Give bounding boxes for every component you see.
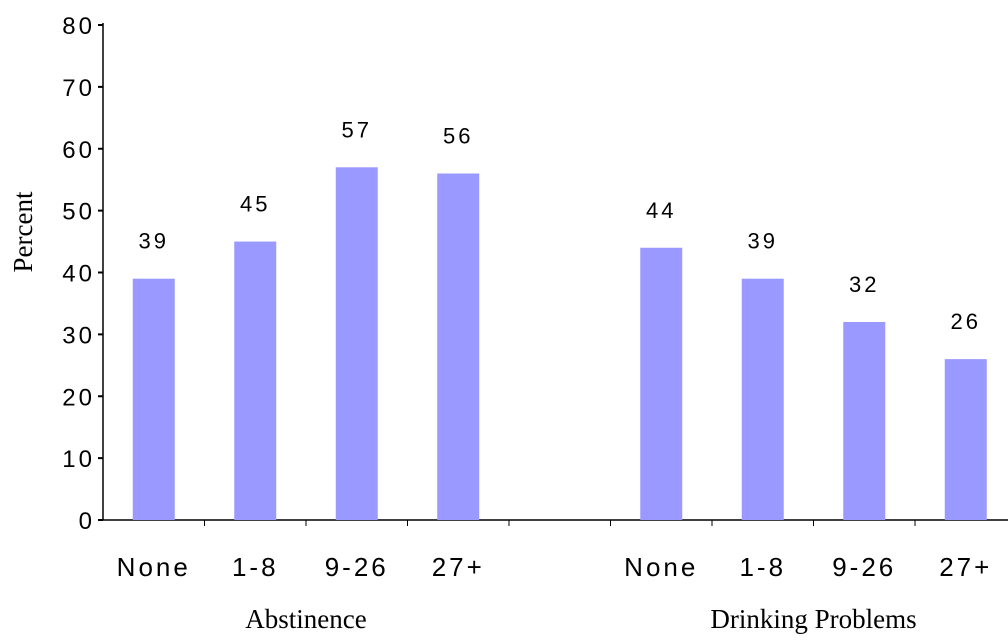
x-category-label: 1-8: [739, 552, 786, 582]
bar-data-label: 32: [849, 272, 879, 297]
bar-data-label: 44: [646, 198, 676, 223]
y-tick-label: 50: [62, 199, 95, 226]
bar: [132, 278, 175, 520]
bar: [741, 278, 784, 520]
x-category-label: 1-8: [232, 552, 279, 582]
y-tick-label: 80: [62, 13, 95, 40]
bar-data-label: 56: [443, 124, 473, 149]
bar: [335, 167, 378, 520]
x-group-label: Drinking Problems: [710, 604, 916, 634]
y-tick-label: 20: [62, 384, 95, 411]
y-tick-label: 30: [62, 322, 95, 349]
bar-data-label: 57: [342, 117, 372, 142]
y-tick-label: 40: [62, 261, 95, 288]
x-category-label: 9-26: [832, 552, 896, 582]
y-tick-label: 70: [62, 75, 95, 102]
bar-data-label: 26: [951, 309, 981, 334]
x-category-label: 9-26: [325, 552, 389, 582]
bar: [843, 322, 886, 520]
x-category-label: 27+: [432, 552, 485, 582]
x-category-label: 27+: [939, 552, 992, 582]
bar: [234, 241, 277, 520]
bar: [437, 173, 480, 520]
bar-data-label: 39: [748, 229, 778, 254]
y-tick-label: 0: [79, 508, 95, 535]
x-group-label: Abstinence: [245, 604, 366, 634]
bar: [640, 247, 683, 520]
x-category-label: None: [117, 552, 191, 582]
y-axis-title: Percent: [8, 191, 38, 272]
bar-data-label: 39: [139, 229, 169, 254]
text-layer: 0 10 20 30 40 50 60 70 80 39 None 45 1-8 57 9-26 56 27+ A…: [62, 13, 992, 634]
x-category-label: None: [624, 552, 698, 582]
bar-data-label: 45: [240, 192, 270, 217]
y-tick-label: 10: [62, 446, 95, 473]
bars-layer: [132, 167, 987, 520]
y-tick-label: 60: [62, 137, 95, 164]
bar: [944, 359, 987, 520]
